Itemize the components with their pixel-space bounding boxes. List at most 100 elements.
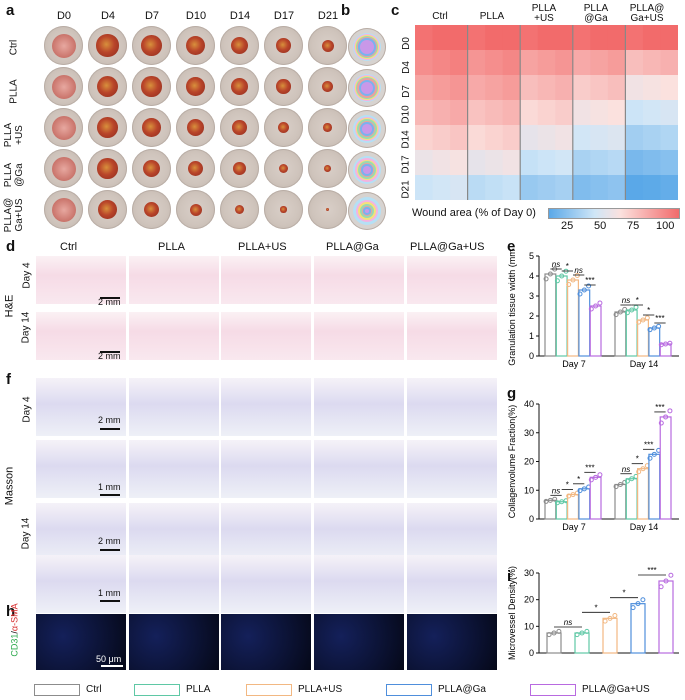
wound-area [232, 120, 247, 135]
masson-tile [129, 555, 219, 613]
he-stain-label: H&E [3, 294, 16, 318]
heatmap-cell [485, 75, 504, 101]
if-tile [36, 614, 126, 670]
heatmap-cell [555, 150, 574, 176]
day-label: D0 [56, 10, 72, 22]
wound-photo [44, 108, 83, 147]
heatmap-cell [432, 100, 451, 126]
masson-tile [221, 378, 311, 436]
data-point [574, 272, 580, 278]
y-tick-label: 1 [529, 331, 534, 341]
wound-area [322, 81, 333, 92]
data-point [574, 632, 580, 638]
wound-area [324, 165, 331, 172]
masson-tile [36, 378, 126, 436]
masson-tile [36, 503, 126, 561]
heatmap-cell [642, 50, 661, 76]
heatmap-cell [450, 150, 469, 176]
wound-photo [176, 26, 215, 65]
masson-tile [314, 440, 404, 498]
legend-swatch-plla-us [246, 684, 292, 696]
panel-label-b: b [341, 2, 351, 19]
heatmap-cell [607, 50, 626, 76]
data-point [593, 474, 599, 480]
data-point [584, 628, 590, 634]
scale-bar [100, 351, 120, 353]
if-tile [407, 614, 497, 670]
panel-label-g: g [507, 385, 517, 402]
heatmap-cell [607, 100, 626, 126]
colorbar-tick: 50 [594, 220, 607, 232]
data-point [617, 309, 623, 315]
masson-tile [221, 440, 311, 498]
data-point [640, 317, 646, 323]
wound-photo [220, 26, 259, 65]
heatmap-cell [537, 25, 556, 51]
legend-swatch-plla [134, 684, 180, 696]
heatmap-cell [555, 100, 574, 126]
bar [637, 468, 649, 520]
heatmap-cell [572, 125, 591, 151]
wound-photo [176, 108, 215, 147]
wound-area [280, 206, 287, 213]
chart-e: 0 1 2 3 4 5 Granulation tissue width (mm) Day 7… [507, 250, 679, 369]
heatmap-col-head: PLLA @Ga [583, 3, 609, 24]
group-header: PLLA+US [238, 241, 287, 253]
wound-area [321, 39, 334, 52]
heatmap-cell [625, 150, 644, 176]
data-point [551, 630, 557, 636]
heatmap-cell [467, 50, 486, 76]
he-tile [221, 256, 311, 304]
data-point [597, 472, 603, 478]
sig-label: ns [552, 486, 560, 495]
he-tile [129, 312, 219, 360]
heatmap-cell [537, 100, 556, 126]
heatmap-cell [432, 50, 451, 76]
sig-label: * [636, 296, 639, 305]
wound-area [276, 79, 291, 94]
day-label: D10 [185, 10, 207, 22]
sig-label: *** [655, 403, 664, 412]
trace-ring [363, 166, 371, 174]
x-tick-label: Day 7 [562, 359, 586, 369]
heatmap-cell [467, 25, 486, 51]
day4-label: Day 4 [21, 262, 33, 289]
group-header: PLLA@Ga [326, 241, 379, 253]
heatmap-cell [502, 75, 521, 101]
colorbar-tick: 25 [561, 220, 574, 232]
bar [614, 483, 627, 520]
heatmap-cell [537, 50, 556, 76]
scale-bar [100, 428, 120, 430]
wound-photo [220, 149, 259, 188]
data-point [663, 414, 669, 420]
row-label: Ctrl [8, 39, 20, 56]
wound-photo [308, 108, 347, 147]
wound-photo [220, 67, 259, 106]
heatmap-cell [590, 75, 609, 101]
heatmap-cell [642, 25, 661, 51]
y-tick-label: 3 [529, 291, 534, 301]
wound-photo [264, 190, 303, 229]
masson-tile [407, 378, 497, 436]
wound-area [97, 158, 118, 179]
wound-photo [308, 190, 347, 229]
heatmap-cell [520, 50, 539, 76]
scale-bar [100, 297, 120, 299]
heatmap-cell [502, 125, 521, 151]
data-point [554, 500, 560, 506]
data-point [636, 319, 642, 325]
group-header: Ctrl [60, 241, 78, 253]
heatmap-cell [450, 75, 469, 101]
wound-area [98, 200, 117, 219]
y-tick-label: 30 [524, 568, 534, 578]
data-point [581, 287, 587, 293]
sig-label: * [622, 589, 625, 598]
heatmap-cell [572, 25, 591, 51]
heatmap-cell [520, 150, 539, 176]
wound-photo [88, 190, 127, 229]
colorbar [548, 208, 680, 219]
panel-label-h: h [6, 603, 16, 620]
cd31-label: CD31 [9, 633, 20, 657]
data-point [586, 283, 592, 289]
